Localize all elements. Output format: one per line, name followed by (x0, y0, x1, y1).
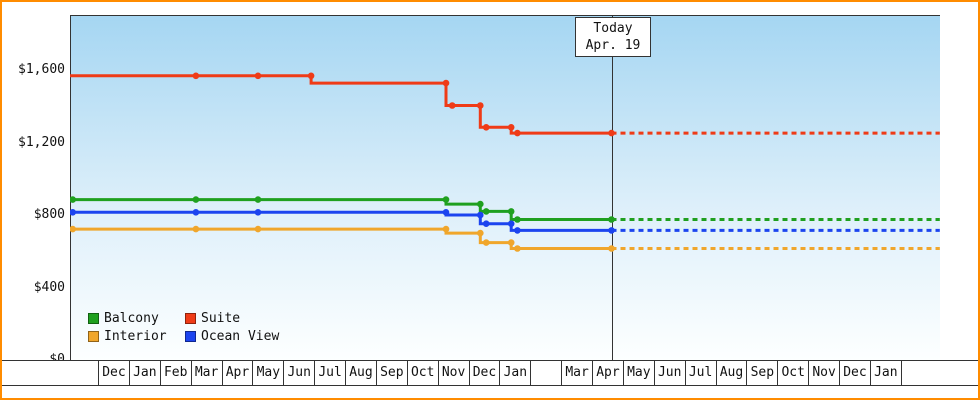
legend: Balcony Suite Interior Ocean View (88, 311, 279, 344)
series-marker-interior (254, 225, 262, 233)
series-marker-ocean-view (608, 227, 615, 234)
month-cell-aug: Aug (346, 361, 377, 385)
series-marker-interior (482, 239, 490, 246)
legend-label: Ocean View (201, 329, 280, 344)
series-marker-balcony (442, 196, 450, 203)
month-cell-mar: Mar (562, 361, 593, 385)
series-marker-suite (442, 79, 450, 87)
series-marker-suite (192, 72, 200, 80)
series-marker-balcony (70, 196, 76, 203)
month-cell-dec: Dec (99, 361, 130, 385)
series-marker-suite (608, 129, 615, 137)
series-marker-interior (514, 245, 521, 252)
month-cell-jun: Jun (284, 361, 316, 385)
series-marker-ocean-view (482, 220, 490, 227)
y-tick-label: $400 (33, 279, 65, 295)
legend-label: Balcony (104, 311, 159, 326)
series-marker-ocean-view (192, 209, 200, 216)
series-marker-suite (477, 102, 484, 109)
series-marker-balcony (482, 208, 490, 215)
month-cell-apr: Apr (593, 361, 624, 385)
legend-swatch-icon (88, 331, 99, 342)
month-cell-oct: Oct (778, 361, 810, 385)
legend-item-ocean-view: Ocean View (185, 329, 279, 344)
month-cell-jul: Jul (315, 361, 346, 385)
y-tick-label: $1,600 (18, 62, 65, 77)
month-cell-may: May (624, 361, 655, 385)
series-marker-ocean-view (70, 209, 76, 216)
legend-swatch-icon (185, 331, 196, 342)
month-cell-apr: Apr (223, 361, 254, 385)
legend-swatch-icon (185, 313, 196, 324)
series-marker-balcony (507, 208, 515, 215)
month-cell-sep: Sep (377, 361, 408, 385)
series-line-interior (70, 227, 612, 250)
plot-area (70, 15, 940, 360)
legend-label: Suite (201, 311, 241, 326)
today-line (612, 15, 613, 360)
month-cell-sep: Sep (747, 361, 779, 385)
today-box: Today Apr. 19 (575, 17, 651, 57)
month-cell-empty-trail (902, 361, 978, 385)
month-cell-jan: Jan (871, 361, 902, 385)
series-marker-ocean-view (442, 209, 450, 216)
series-marker-suite (514, 129, 521, 137)
month-cell-may: May (253, 361, 285, 385)
month-cell-nov: Nov (809, 361, 840, 385)
series-marker-interior (442, 225, 450, 233)
series-marker-ocean-view (477, 211, 484, 219)
series-marker-balcony (477, 200, 484, 208)
month-cell-dec: Dec (840, 361, 871, 385)
series-marker-balcony (192, 196, 200, 203)
chart-svg (70, 72, 940, 252)
month-cell-dec: Dec (470, 361, 501, 385)
series-line-balcony (70, 198, 612, 221)
month-cell-empty-lead (2, 361, 99, 385)
series-marker-interior (477, 229, 484, 237)
month-cell-mar: Mar (192, 361, 223, 385)
month-cell-oct: Oct (408, 361, 439, 385)
month-cell-feb: Feb (161, 361, 192, 385)
series-marker-ocean-view (514, 227, 521, 234)
y-tick-label: $1,200 (18, 134, 65, 150)
series-marker-balcony (608, 216, 615, 223)
today-label: Today (593, 21, 633, 36)
month-strip: Dec Jan Feb Mar Apr May Jun Jul Aug Sep Oct Nov Dec J… (2, 360, 978, 386)
series-marker-suite (307, 72, 315, 80)
y-tick-label: $800 (33, 207, 65, 222)
series-line-suite (70, 74, 612, 135)
series-marker-interior (70, 225, 76, 233)
series-marker-suite (507, 124, 515, 131)
month-cell-blank (531, 361, 563, 385)
y-axis-labels: $0$400$800$1,200$1,600 (2, 2, 65, 398)
series-marker-suite (448, 102, 456, 109)
today-date: Apr. 19 (585, 38, 641, 53)
month-cell-jun: Jun (655, 361, 686, 385)
series-marker-suite (254, 72, 262, 80)
legend-item-balcony: Balcony (88, 311, 185, 326)
series-marker-ocean-view (507, 220, 515, 227)
series-marker-balcony (514, 216, 521, 223)
series-marker-interior (192, 225, 200, 233)
month-cell-nov: Nov (439, 361, 470, 385)
legend-swatch-icon (88, 313, 99, 324)
month-cell-jan: Jan (500, 361, 532, 385)
month-cell-jan: Jan (130, 361, 161, 385)
legend-label: Interior (104, 329, 167, 344)
series-marker-suite (482, 124, 490, 131)
series-marker-interior (608, 245, 615, 252)
series-marker-interior (507, 239, 515, 246)
month-cell-jul: Jul (686, 361, 717, 385)
month-cell-aug: Aug (717, 361, 748, 385)
legend-item-suite: Suite (185, 311, 279, 326)
legend-item-interior: Interior (88, 329, 185, 344)
series-marker-ocean-view (254, 209, 262, 216)
series-marker-balcony (254, 196, 262, 203)
